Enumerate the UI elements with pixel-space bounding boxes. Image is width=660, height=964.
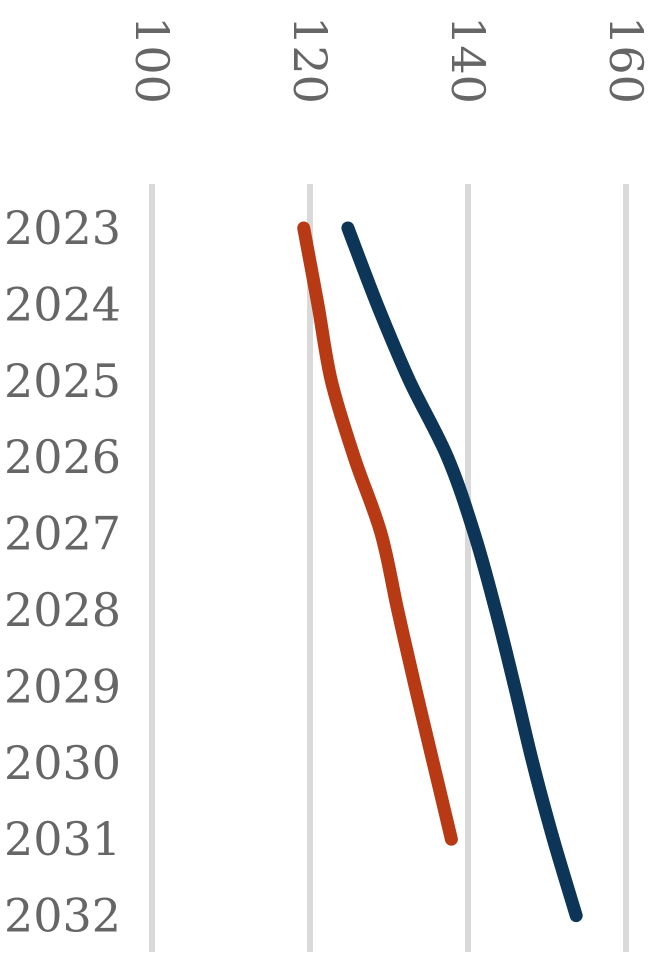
y-tick-label-2025: 2025 [4,354,121,408]
series-line-2 [341,221,583,923]
x-axis-ticks: 100 120 140 160 [125,16,653,104]
y-tick-label-2030: 2030 [4,736,121,790]
grid [149,184,629,952]
y-tick-label-2023: 2023 [4,201,121,255]
series-lines [297,221,583,923]
x-tick-label-120: 120 [283,16,337,104]
x-tick-label-140: 140 [441,16,495,104]
x-tick-label-160: 160 [599,16,653,104]
series-line-1 [297,221,458,846]
y-tick-label-2026: 2026 [4,430,121,484]
y-tick-label-2027: 2027 [4,507,121,561]
y-tick-label-2031: 2031 [4,812,121,866]
y-tick-label-2029: 2029 [4,659,121,713]
y-tick-label-2028: 2028 [4,583,121,637]
x-tick-label-100: 100 [125,16,179,104]
y-axis-ticks: 2023 2024 2025 2026 2027 2028 2029 2030 2031 2032 [4,201,121,943]
y-tick-label-2032: 2032 [4,889,121,943]
y-tick-label-2024: 2024 [4,277,121,331]
